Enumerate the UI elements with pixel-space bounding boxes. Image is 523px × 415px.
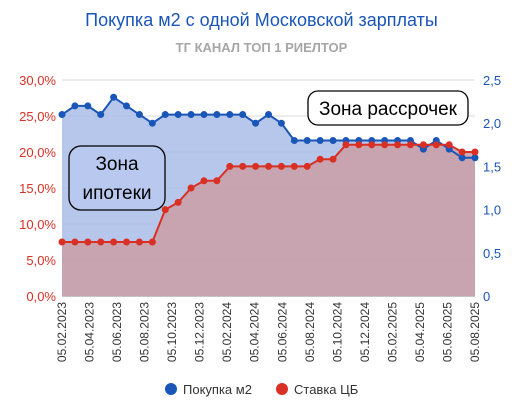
annotation-mortgage-line2: ипотеки bbox=[82, 183, 151, 204]
point-stavka-cb bbox=[290, 162, 298, 170]
point-pokupka-m2 bbox=[290, 136, 298, 144]
point-pokupka-m2 bbox=[110, 93, 118, 101]
y-right-tick-label: 1,5 bbox=[483, 159, 501, 174]
point-stavka-cb bbox=[187, 184, 195, 192]
y-right-tick-label: 1,0 bbox=[483, 203, 501, 218]
point-stavka-cb bbox=[110, 238, 118, 246]
point-stavka-cb bbox=[316, 155, 324, 163]
point-stavka-cb bbox=[406, 141, 414, 149]
y-right-tick-label: 2,5 bbox=[483, 73, 501, 88]
point-stavka-cb bbox=[84, 238, 92, 246]
x-tick-label: 05.10.2023 bbox=[165, 302, 179, 362]
point-stavka-cb bbox=[445, 141, 453, 149]
point-pokupka-m2 bbox=[71, 102, 79, 110]
x-tick-label: 05.02.2023 bbox=[55, 302, 69, 362]
legend-marker-pokupka-m2 bbox=[165, 383, 177, 395]
y-right-tick-label: 0,5 bbox=[483, 246, 501, 261]
legend-label-stavka-cb: Ставка ЦБ bbox=[294, 382, 358, 397]
point-stavka-cb bbox=[277, 162, 285, 170]
point-stavka-cb bbox=[355, 141, 363, 149]
point-pokupka-m2 bbox=[200, 111, 208, 119]
x-tick-label: 05.04.2023 bbox=[83, 302, 97, 362]
point-stavka-cb bbox=[303, 162, 311, 170]
annotation-box-mortgage bbox=[68, 145, 166, 211]
point-pokupka-m2 bbox=[458, 154, 466, 162]
x-tick-label: 05.08.2023 bbox=[138, 302, 152, 362]
point-stavka-cb bbox=[161, 206, 169, 214]
point-pokupka-m2 bbox=[161, 111, 169, 119]
x-tick-label: 05.12.2023 bbox=[193, 302, 207, 362]
x-tick-label: 05.02.2024 bbox=[220, 302, 234, 362]
point-stavka-cb bbox=[135, 238, 143, 246]
point-pokupka-m2 bbox=[226, 111, 234, 119]
point-pokupka-m2 bbox=[97, 111, 105, 119]
point-pokupka-m2 bbox=[265, 111, 272, 119]
y-left-tick-label: 5,0% bbox=[26, 253, 56, 268]
point-pokupka-m2 bbox=[277, 119, 285, 127]
point-pokupka-m2 bbox=[123, 102, 131, 110]
point-stavka-cb bbox=[174, 198, 182, 206]
point-pokupka-m2 bbox=[316, 136, 324, 144]
point-stavka-cb bbox=[213, 177, 221, 185]
point-stavka-cb bbox=[419, 141, 427, 149]
point-pokupka-m2 bbox=[213, 111, 221, 119]
point-pokupka-m2 bbox=[58, 111, 66, 119]
point-stavka-cb bbox=[432, 141, 440, 149]
x-tick-label: 05.08.2024 bbox=[303, 302, 317, 362]
y-left-tick-label: 10,0% bbox=[19, 217, 56, 232]
point-pokupka-m2 bbox=[239, 111, 247, 119]
x-tick-label: 05.08.2025 bbox=[468, 302, 482, 362]
point-stavka-cb bbox=[394, 141, 402, 149]
point-stavka-cb bbox=[252, 162, 260, 170]
x-tick-label: 05.02.2025 bbox=[385, 302, 399, 362]
point-stavka-cb bbox=[58, 238, 66, 246]
point-pokupka-m2 bbox=[471, 154, 479, 162]
y-left-tick-label: 20,0% bbox=[19, 145, 56, 160]
point-stavka-cb bbox=[226, 162, 234, 170]
x-tick-label: 05.06.2023 bbox=[110, 302, 124, 362]
y-left-tick-label: 0,0% bbox=[26, 289, 56, 304]
point-pokupka-m2 bbox=[329, 136, 337, 144]
area-stavka-cb bbox=[62, 144, 475, 296]
point-stavka-cb bbox=[329, 155, 337, 163]
point-stavka-cb bbox=[471, 148, 479, 156]
point-stavka-cb bbox=[265, 162, 272, 170]
point-pokupka-m2 bbox=[135, 111, 143, 119]
legend-label-pokupka-m2: Покупка м2 bbox=[183, 382, 252, 397]
point-stavka-cb bbox=[200, 177, 208, 185]
point-stavka-cb bbox=[381, 141, 389, 149]
x-tick-label: 05.06.2025 bbox=[440, 302, 454, 362]
point-stavka-cb bbox=[148, 238, 156, 246]
point-pokupka-m2 bbox=[303, 136, 311, 144]
annotation-installment: Зона рассрочек bbox=[319, 99, 458, 120]
x-tick-label: 05.04.2025 bbox=[413, 302, 427, 362]
chart-title: Покупка м2 с одной Московской зарплаты bbox=[85, 10, 438, 30]
x-tick-label: 05.04.2024 bbox=[248, 302, 262, 362]
point-stavka-cb bbox=[342, 141, 350, 149]
annotation-box-installment bbox=[307, 90, 469, 126]
point-stavka-cb bbox=[123, 238, 131, 246]
annotation-mortgage-line1: Зона bbox=[95, 154, 139, 175]
point-stavka-cb bbox=[458, 148, 466, 156]
x-tick-label: 05.12.2024 bbox=[358, 302, 372, 362]
y-left-tick-label: 15,0% bbox=[19, 181, 56, 196]
point-pokupka-m2 bbox=[148, 119, 156, 127]
y-left-tick-label: 25,0% bbox=[19, 109, 56, 124]
y-left-tick-label: 30,0% bbox=[19, 73, 56, 88]
point-stavka-cb bbox=[368, 141, 376, 149]
x-tick-label: 05.06.2024 bbox=[275, 302, 289, 362]
point-stavka-cb bbox=[239, 162, 247, 170]
point-pokupka-m2 bbox=[84, 102, 92, 110]
chart-subtitle: ТГ КАНАЛ ТОП 1 РИЕЛТОР bbox=[175, 40, 348, 55]
x-tick-label: 05.10.2024 bbox=[330, 302, 344, 362]
point-stavka-cb bbox=[97, 238, 105, 246]
y-right-tick-label: 2,0 bbox=[483, 116, 501, 131]
point-stavka-cb bbox=[71, 238, 79, 246]
legend-marker-stavka-cb bbox=[276, 383, 288, 395]
point-pokupka-m2 bbox=[252, 119, 260, 127]
y-right-tick-label: 0 bbox=[483, 289, 490, 304]
point-pokupka-m2 bbox=[174, 111, 182, 119]
point-pokupka-m2 bbox=[187, 111, 195, 119]
